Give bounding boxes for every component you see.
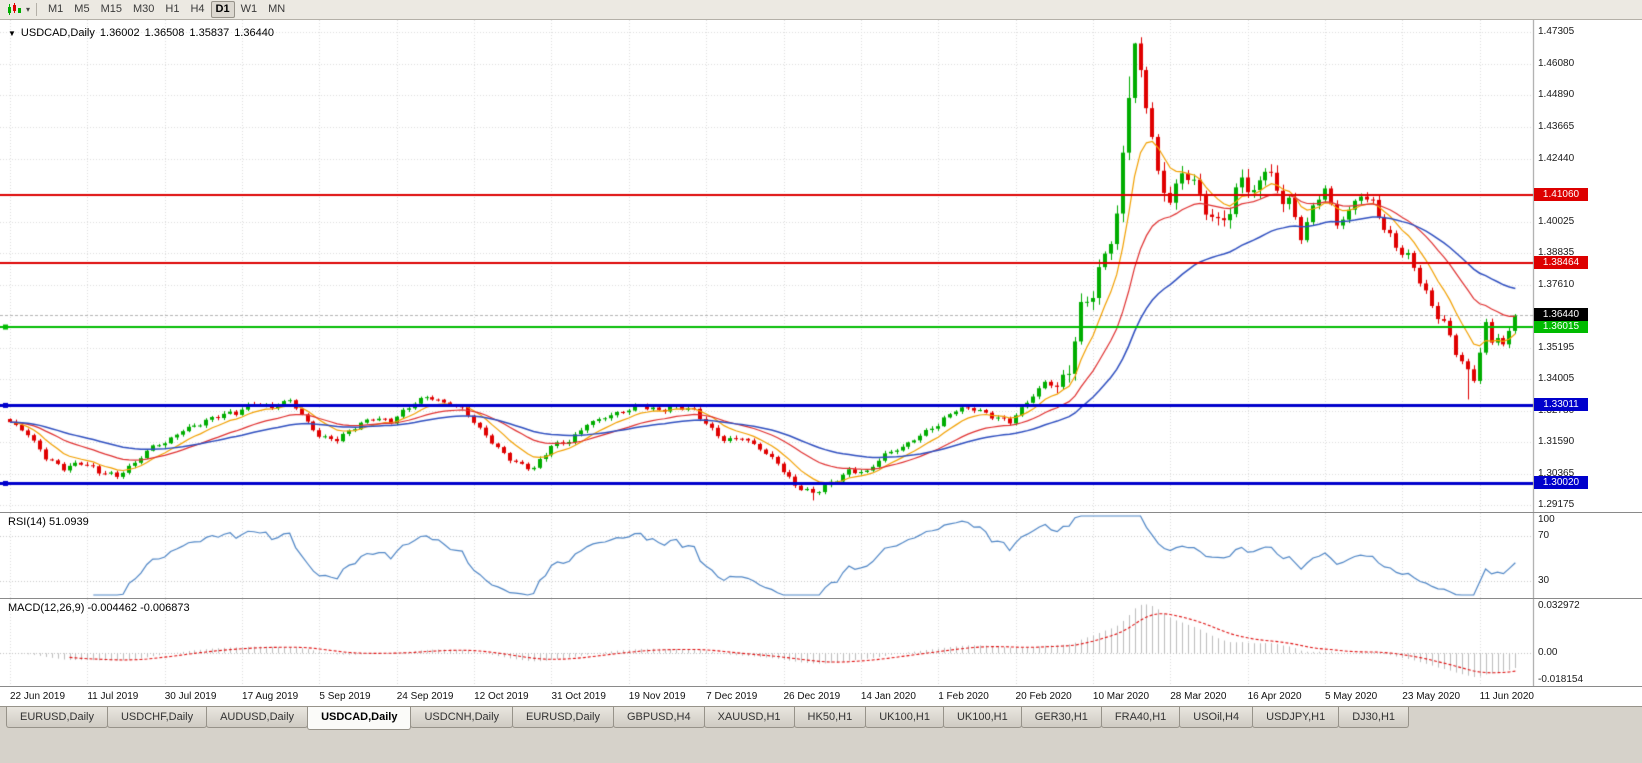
rsi-label: RSI(14) 51.0939 [8,516,89,528]
timeframe-button-m1[interactable]: M1 [48,3,64,15]
chart-icon[interactable] [5,2,23,18]
price-axis-label: 1.42440 [1538,152,1575,164]
date-label: 22 Jun 2019 [10,691,66,702]
chart-tab-15-dj30-h1[interactable]: DJ30,H1 [1338,707,1410,728]
price-axis-label: 1.29175 [1538,499,1575,510]
chart-tab-11-ger30-h1[interactable]: GER30,H1 [1020,707,1102,728]
chart-tab-10-uk100-h1[interactable]: UK100,H1 [942,707,1022,728]
price-axis-label: 1.46080 [1538,57,1575,69]
date-label: 11 Jul 2019 [87,691,139,702]
chart-info: ▼ USDCAD,Daily 1.36002 1.36508 1.35837 1.3644… [8,27,279,39]
timeframe-toolbar: M1 M5 M15 M30 H1 H4 D1 W1 MN [43,1,291,18]
rsi-level-label: 70 [1538,530,1550,542]
candlestick-glyph [8,3,21,15]
chart-symbol-period: USDCAD,Daily [20,27,95,39]
timeframe-button-m5[interactable]: M5 [74,3,90,15]
chart-tab-8-hk50-h1[interactable]: HK50,H1 [793,707,867,728]
price-axis-label: 1.47305 [1538,26,1575,37]
chart-open-value: 1.36002 [99,27,140,39]
hline-price-tag: 1.38464 [1534,255,1588,269]
timeframe-button-mn[interactable]: MN [268,3,286,15]
date-label: 7 Dec 2019 [706,691,758,702]
chart-tab-12-fra40-h1[interactable]: FRA40,H1 [1100,707,1181,728]
current-price-tag: 1.36440 [1534,308,1588,322]
hline-price-tag: 1.36015 [1534,319,1588,333]
chart-tab-9-uk100-h1[interactable]: UK100,H1 [865,707,944,728]
date-label: 14 Jan 2020 [860,691,916,702]
chart-tab-5-eurusd-daily[interactable]: EURUSD,Daily [512,707,614,728]
macd-canvas[interactable] [0,599,1642,686]
price-axis-label: 1.38835 [1538,246,1575,258]
main-chart-panel[interactable]: ▼ USDCAD,Daily 1.36002 1.36508 1.35837 1.3644… [0,20,1642,512]
rsi-level-label: 100 [1538,514,1555,525]
chart-tab-14-usdjpy-h1[interactable]: USDJPY,H1 [1252,707,1340,728]
timeframe-button-d1[interactable]: D1 [210,1,235,18]
chart-tab-4-usdcnh-daily[interactable]: USDCNH,Daily [410,707,514,728]
macd-axis-label: 0.032972 [1538,600,1580,611]
chart-tab-13-usoil-h4[interactable]: USOil,H4 [1179,707,1254,728]
date-label: 10 Mar 2020 [1092,691,1150,702]
hline-price-tag: 1.33011 [1534,397,1588,411]
date-label: 1 Feb 2020 [938,691,989,702]
date-label: 17 Aug 2019 [242,691,299,702]
chart-tab-6-gbpusd-h4[interactable]: GBPUSD,H4 [613,707,705,728]
rsi-panel[interactable]: RSI(14) 51.0939 100 70 30 [0,512,1642,598]
price-axis-label: 1.31590 [1538,435,1575,447]
date-label: 12 Oct 2019 [474,691,529,702]
status-bar [0,731,1642,763]
timeframe-button-h4[interactable]: H4 [190,3,205,15]
chart-tab-1-usdchf-daily[interactable]: USDCHF,Daily [106,707,208,728]
price-axis-label: 1.40025 [1538,215,1575,227]
timeframe-button-w1[interactable]: W1 [240,3,258,15]
chart-tabs-bar: EURUSD,Daily USDCHF,Daily AUDUSD,Daily USDC… [0,706,1642,731]
price-axis-label: 1.35195 [1538,341,1575,353]
date-label: 31 Oct 2019 [551,691,606,702]
chart-tab-0-eurusd-daily[interactable]: EURUSD,Daily [6,707,108,728]
timeframe-button-h1[interactable]: H1 [165,3,180,15]
date-label: 16 Apr 2020 [1247,691,1302,702]
price-axis-label: 1.37610 [1538,278,1575,290]
macd-axis-label: 0.00 [1538,647,1558,659]
date-label: 11 Jun 2020 [1479,691,1534,702]
date-label: 30 Jul 2019 [164,691,217,702]
chart-close-value: 1.36440 [234,27,274,39]
price-axis-label: 1.30365 [1538,467,1575,479]
date-label: 28 Mar 2020 [1170,691,1227,702]
macd-label: MACD(12,26,9) -0.004462 -0.006873 [8,602,190,614]
price-axis-label: 1.44890 [1538,89,1575,100]
hline-price-tag: 1.30020 [1534,475,1588,489]
price-axis-label: 1.43665 [1538,120,1575,132]
date-label: 26 Dec 2019 [783,691,841,702]
symbol-marker-icon: ▼ [8,29,16,38]
price-axis-label: 1.34005 [1538,372,1575,384]
rsi-canvas[interactable] [0,513,1642,598]
macd-panel[interactable]: MACD(12,26,9) -0.004462 -0.006873 0.0329… [0,598,1642,686]
timeframe-button-m30[interactable]: M30 [132,3,155,15]
chart-high-value: 1.36508 [144,27,185,39]
chevron-down-icon[interactable]: ▾ [25,5,30,14]
date-axis: 22 Jun 2019 11 Jul 2019 30 Jul 2019 17 Aug … [0,686,1642,706]
hline-price-tag: 1.41060 [1534,187,1588,201]
date-label: 19 Nov 2019 [628,691,686,702]
date-label: 24 Sep 2019 [396,691,454,702]
chart-tab-3-usdcad-daily[interactable]: USDCAD,Daily [307,707,412,730]
date-label: 20 Feb 2020 [1015,691,1072,702]
date-label: 5 May 2020 [1324,691,1378,702]
toolbar-separator [36,3,37,16]
chart-tab-2-audusd-daily[interactable]: AUDUSD,Daily [206,707,309,728]
price-chart-canvas[interactable] [0,20,1642,512]
toolbar: ▾ M1 M5 M15 M30 H1 H4 D1 W1 MN [0,0,1642,20]
date-label: 23 May 2020 [1402,691,1461,702]
rsi-level-label: 30 [1538,575,1550,587]
timeframe-button-m15[interactable]: M15 [100,3,122,15]
macd-axis-label: -0.018154 [1538,674,1584,685]
chart-low-value: 1.35837 [189,27,230,39]
chart-tab-7-xauusd-h1[interactable]: XAUUSD,H1 [703,707,795,728]
date-label: 5 Sep 2019 [319,691,371,702]
